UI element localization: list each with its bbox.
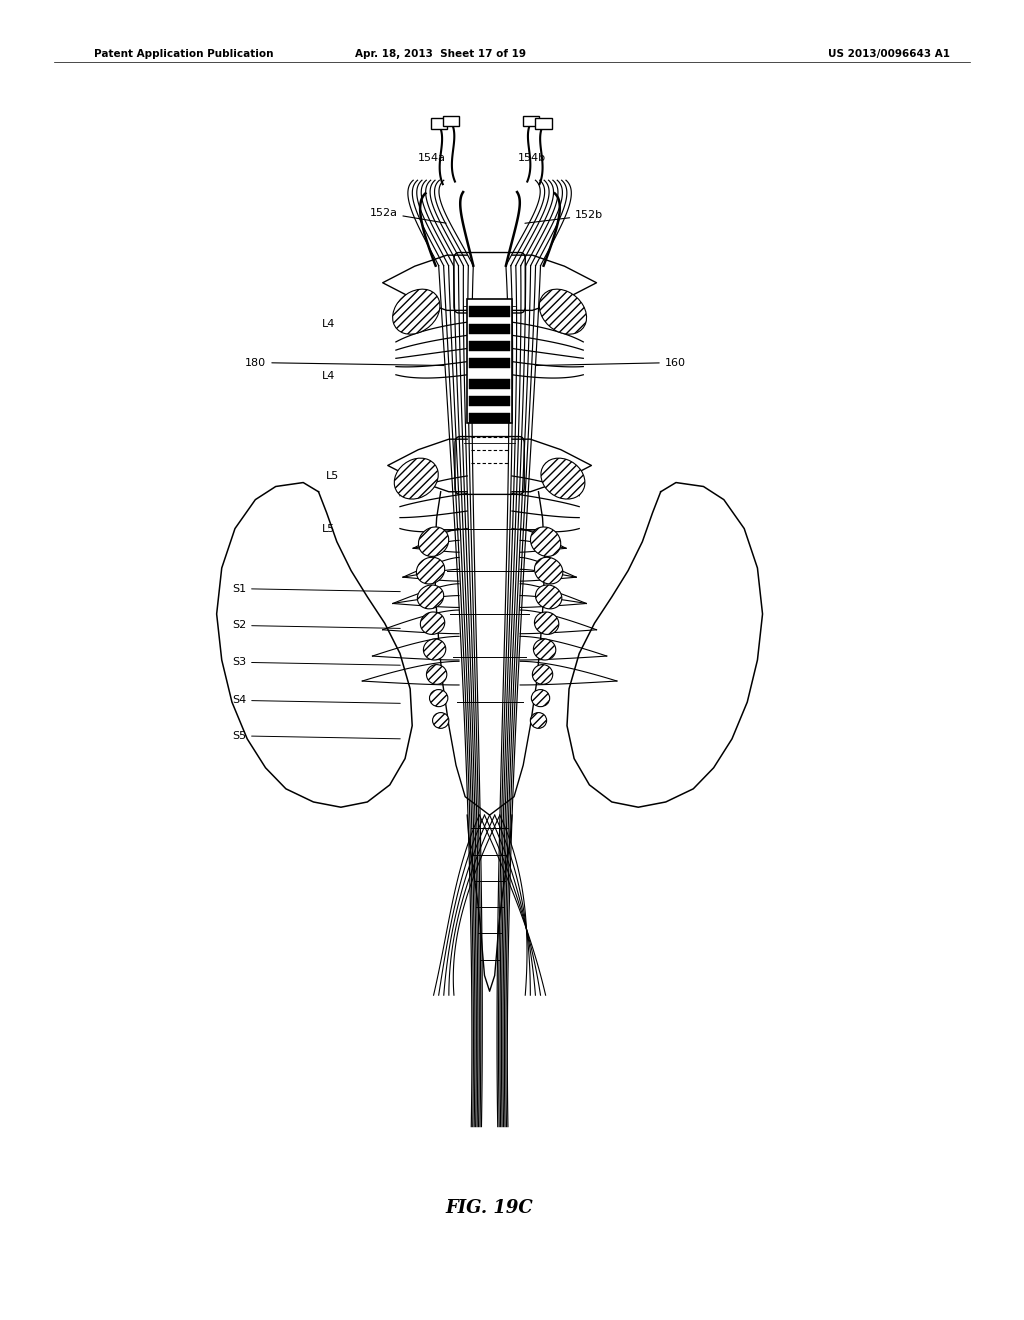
Ellipse shape xyxy=(540,289,587,334)
Polygon shape xyxy=(217,483,413,808)
Ellipse shape xyxy=(426,664,446,684)
Text: 154b: 154b xyxy=(518,153,546,164)
FancyBboxPatch shape xyxy=(469,306,510,317)
Text: L4: L4 xyxy=(322,318,335,329)
Ellipse shape xyxy=(429,689,447,706)
Ellipse shape xyxy=(392,289,440,334)
FancyBboxPatch shape xyxy=(454,252,525,313)
Text: S5: S5 xyxy=(231,731,400,741)
FancyBboxPatch shape xyxy=(467,298,512,424)
Text: 152b: 152b xyxy=(525,210,603,223)
Text: 180: 180 xyxy=(245,358,444,367)
Text: L4: L4 xyxy=(322,371,335,381)
FancyBboxPatch shape xyxy=(469,413,510,424)
Text: 152a: 152a xyxy=(370,207,446,223)
FancyBboxPatch shape xyxy=(469,379,510,389)
Ellipse shape xyxy=(418,585,443,609)
Ellipse shape xyxy=(535,557,563,583)
Polygon shape xyxy=(567,483,763,808)
Ellipse shape xyxy=(530,527,561,557)
Ellipse shape xyxy=(530,713,547,729)
Ellipse shape xyxy=(531,689,550,706)
Ellipse shape xyxy=(534,639,556,660)
FancyBboxPatch shape xyxy=(523,116,540,127)
FancyBboxPatch shape xyxy=(469,396,510,407)
FancyBboxPatch shape xyxy=(536,119,552,129)
FancyBboxPatch shape xyxy=(469,341,510,351)
Text: L5: L5 xyxy=(322,524,335,533)
Ellipse shape xyxy=(536,585,562,609)
FancyBboxPatch shape xyxy=(430,119,446,129)
Text: Apr. 18, 2013  Sheet 17 of 19: Apr. 18, 2013 Sheet 17 of 19 xyxy=(355,49,526,59)
Polygon shape xyxy=(434,492,545,816)
FancyBboxPatch shape xyxy=(455,437,524,495)
Ellipse shape xyxy=(532,664,553,684)
FancyBboxPatch shape xyxy=(469,323,510,334)
Ellipse shape xyxy=(394,458,438,499)
Text: 160: 160 xyxy=(536,358,686,367)
Text: Patent Application Publication: Patent Application Publication xyxy=(94,49,274,59)
FancyBboxPatch shape xyxy=(442,116,459,127)
Ellipse shape xyxy=(423,639,445,660)
FancyBboxPatch shape xyxy=(469,358,510,368)
Text: S3: S3 xyxy=(231,657,400,667)
Ellipse shape xyxy=(421,612,444,635)
Text: L5: L5 xyxy=(326,471,339,480)
Ellipse shape xyxy=(417,557,444,583)
Ellipse shape xyxy=(419,527,449,557)
Polygon shape xyxy=(467,816,512,991)
Text: FIG. 19C: FIG. 19C xyxy=(445,1199,534,1217)
Text: US 2013/0096643 A1: US 2013/0096643 A1 xyxy=(828,49,950,59)
Ellipse shape xyxy=(432,713,449,729)
Text: S1: S1 xyxy=(231,583,400,594)
Text: S4: S4 xyxy=(231,696,400,705)
Text: 154a: 154a xyxy=(418,153,446,164)
Text: S2: S2 xyxy=(231,620,400,631)
Ellipse shape xyxy=(535,612,559,635)
Ellipse shape xyxy=(541,458,585,499)
